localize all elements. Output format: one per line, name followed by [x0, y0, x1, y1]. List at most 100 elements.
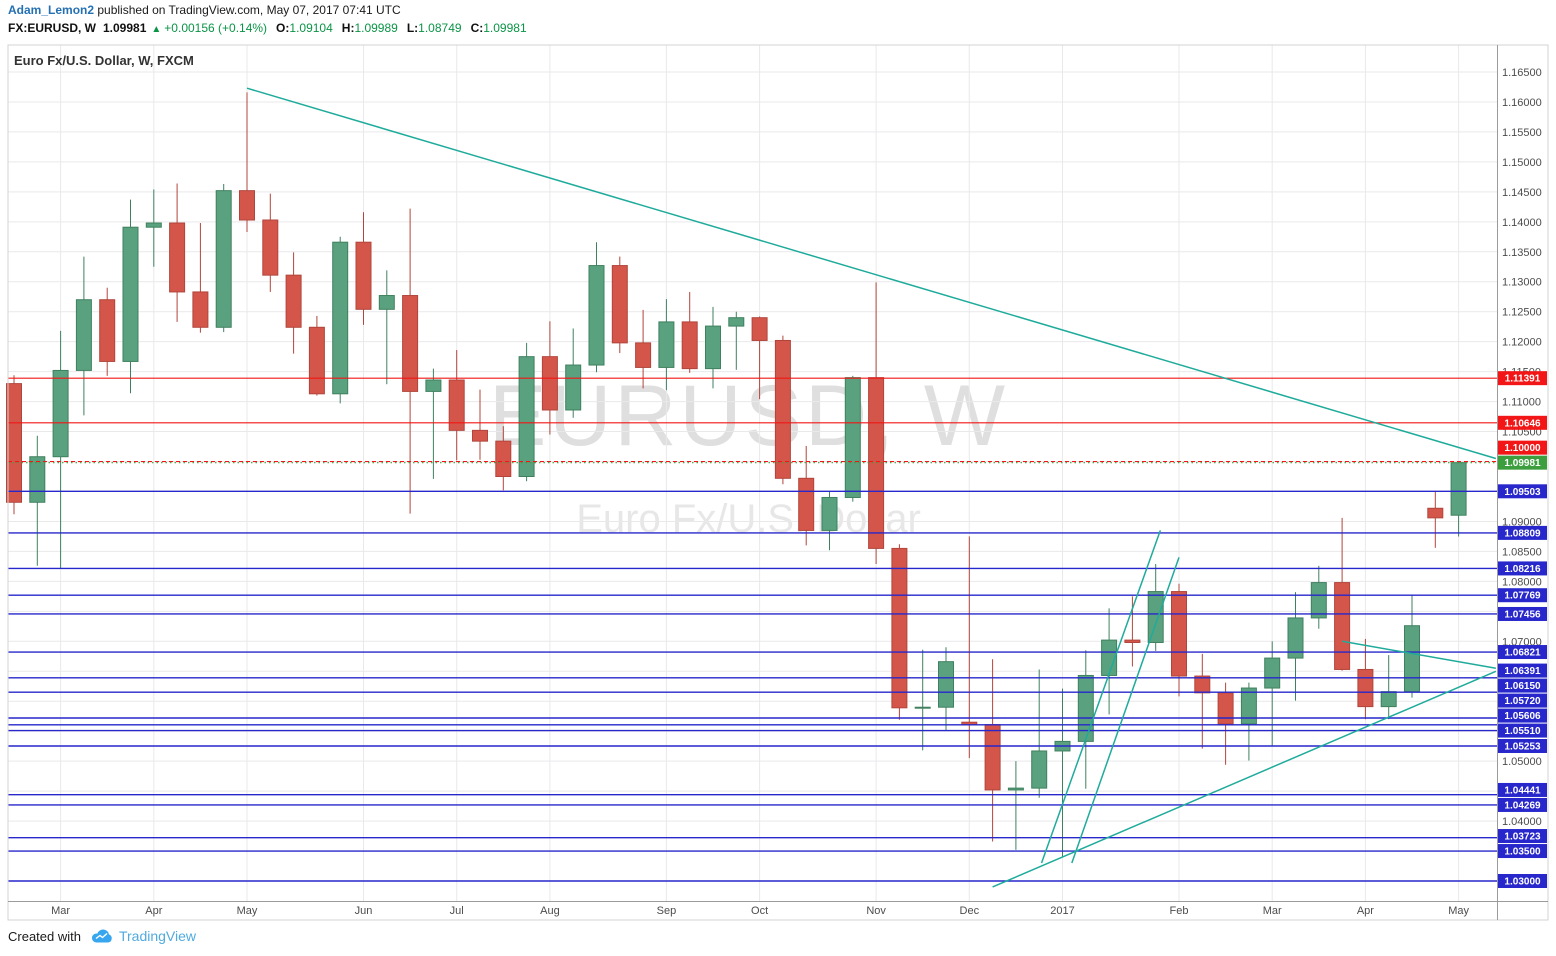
time-axis-label: Dec — [960, 905, 980, 917]
price-badge: 1.09981 — [1498, 455, 1547, 470]
price-axis-label: 1.14500 — [1502, 187, 1542, 199]
price-axis-label: 1.12500 — [1502, 307, 1542, 319]
publish-info: Adam_Lemon2 published on TradingView.com… — [8, 3, 401, 17]
open-label: O: — [276, 21, 290, 35]
price-axis-label: 1.16500 — [1502, 67, 1542, 79]
svg-text:1.07769: 1.07769 — [1504, 591, 1541, 602]
time-axis-label: Aug — [540, 905, 560, 917]
price-badge: 1.03723 — [1498, 829, 1547, 844]
trendline-steep-ascending-1[interactable] — [1040, 530, 1162, 864]
candle-body — [1427, 507, 1444, 519]
price-badge: 1.05510 — [1498, 723, 1547, 738]
candle-body — [472, 429, 488, 442]
symbol-info-bar: FX:EURUSD, W 1.09981 ▲ +0.00156 (+0.14%) O:1… — [8, 21, 527, 35]
candle-body — [169, 222, 186, 293]
candle-body — [1007, 787, 1024, 791]
candle-body — [891, 547, 908, 709]
close-value: 1.09981 — [483, 21, 527, 35]
price-axis-label: 1.14000 — [1502, 217, 1542, 229]
svg-text:1.03000: 1.03000 — [1504, 877, 1541, 888]
candle-body — [1450, 462, 1467, 516]
candle-body — [425, 379, 442, 392]
price-badge: 1.05606 — [1498, 708, 1547, 723]
price-change: +0.00156 (+0.14%) — [164, 21, 268, 35]
svg-text:1.07456: 1.07456 — [1504, 609, 1541, 620]
high-label: H: — [341, 21, 355, 35]
price-badge: 1.08216 — [1498, 561, 1547, 576]
price-axis-label: 1.15500 — [1502, 127, 1542, 139]
candle-body — [332, 241, 349, 395]
candle-body — [565, 364, 582, 411]
candle-body — [774, 339, 791, 479]
candle-body — [798, 477, 815, 531]
candle-body — [705, 325, 721, 370]
candle-body — [215, 190, 232, 328]
trendline-wedge-upper[interactable] — [1341, 640, 1497, 670]
candle-body — [1077, 674, 1094, 742]
price-badge: 1.05253 — [1498, 738, 1547, 753]
candle-body — [728, 317, 745, 327]
open-value: 1.09104 — [289, 21, 333, 35]
author-username[interactable]: Adam_Lemon2 — [8, 3, 95, 17]
candle-body — [262, 219, 279, 276]
up-arrow-icon: ▲ — [151, 24, 162, 35]
low-value: 1.08749 — [418, 21, 462, 35]
price-axis[interactable] — [1497, 45, 1548, 901]
price-badge: 1.06821 — [1498, 645, 1547, 660]
svg-text:1.10646: 1.10646 — [1504, 418, 1541, 429]
candle-body — [355, 241, 372, 310]
price-axis-label: 1.05000 — [1502, 756, 1542, 768]
candle-body — [1310, 582, 1327, 619]
candle-body — [378, 295, 395, 310]
candlestick-chart[interactable]: 1.16500 1.16000 1.15500 1.15000 1.14500 1.140… — [0, 40, 1556, 922]
price-axis-label: 1.16000 — [1502, 97, 1542, 109]
candle-body — [308, 326, 325, 395]
time-axis[interactable] — [8, 901, 1497, 920]
svg-text:1.09981: 1.09981 — [1504, 458, 1541, 469]
svg-text:1.09503: 1.09503 — [1504, 487, 1541, 498]
footer: Created with TradingView — [8, 928, 196, 944]
candle-body — [518, 356, 535, 478]
svg-text:1.06821: 1.06821 — [1504, 648, 1541, 659]
candle-body — [1264, 657, 1281, 689]
time-axis-label: May — [237, 905, 258, 917]
candle-body — [1334, 582, 1351, 670]
svg-text:1.08216: 1.08216 — [1504, 564, 1541, 575]
trendline-long-ascending-support[interactable] — [992, 670, 1497, 888]
last-price-value: 1.09981 — [103, 21, 147, 35]
candle-body — [1240, 687, 1257, 725]
price-badge: 1.06391 — [1498, 663, 1547, 678]
candle-body — [1171, 591, 1187, 677]
candle-body — [99, 299, 116, 362]
candle-body — [1194, 675, 1211, 694]
time-axis-label: Apr — [145, 905, 162, 917]
trendline-descending-resistance[interactable] — [246, 87, 1497, 460]
price-badge: 1.04441 — [1498, 782, 1547, 797]
time-axis-label: Nov — [866, 905, 886, 917]
candle-body — [844, 377, 861, 498]
candle-body — [448, 379, 465, 431]
time-axis-label: Feb — [1170, 905, 1189, 917]
candle-body — [239, 190, 255, 221]
tradingview-logo-text[interactable]: TradingView — [118, 928, 197, 944]
candle-body — [1217, 692, 1234, 725]
svg-text:1.05720: 1.05720 — [1504, 696, 1541, 707]
time-axis-label: Oct — [751, 905, 768, 917]
publish-text: published on TradingView.com, May 07, 20… — [94, 3, 401, 17]
low-label: L: — [406, 21, 419, 35]
candle-body — [1124, 639, 1141, 643]
chart-area: EURUSD, W Euro Fx/U.S. Dollar 1.165001.1… — [0, 40, 1556, 922]
price-axis-label: 1.13000 — [1502, 277, 1542, 289]
trendline-steep-ascending-2[interactable] — [1071, 557, 1180, 864]
candle-body — [1380, 691, 1397, 708]
svg-text:1.03500: 1.03500 — [1504, 847, 1541, 858]
tradingview-logo-icon[interactable] — [90, 928, 114, 944]
time-axis-label: Jul — [450, 905, 464, 917]
svg-text:1.06391: 1.06391 — [1504, 666, 1541, 677]
symbol-name[interactable]: FX:EURUSD, W — [8, 21, 96, 35]
price-axis-label: 1.13500 — [1502, 247, 1542, 259]
candle-body — [402, 295, 419, 392]
candle-body — [588, 265, 605, 366]
time-axis-label: Mar — [51, 905, 70, 917]
high-value: 1.09989 — [354, 21, 398, 35]
